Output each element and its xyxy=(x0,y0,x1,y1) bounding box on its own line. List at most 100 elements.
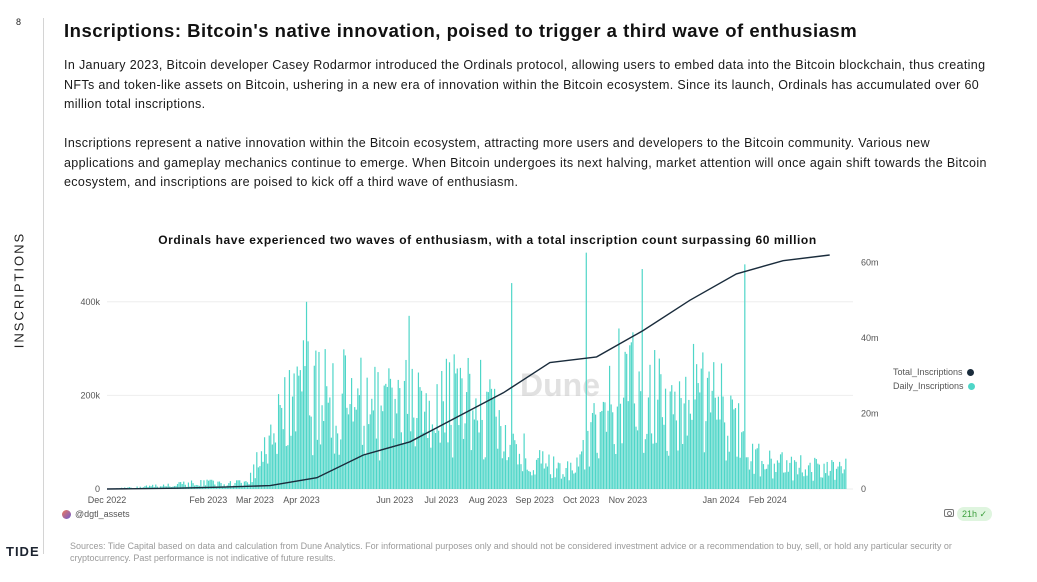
daily-bar xyxy=(374,366,376,489)
daily-bar xyxy=(263,437,266,489)
daily-bar xyxy=(265,454,267,489)
daily-bar xyxy=(686,435,688,489)
daily-bar xyxy=(490,388,493,489)
daily-bar xyxy=(288,370,291,489)
daily-bar xyxy=(302,340,305,489)
daily-bar xyxy=(281,407,283,489)
daily-bar xyxy=(652,443,654,489)
left-tick-label: 200k xyxy=(80,390,100,400)
daily-bar xyxy=(622,397,625,489)
daily-bar xyxy=(500,426,502,489)
attribution[interactable]: @dgtl_assets xyxy=(62,509,130,519)
daily-bar xyxy=(411,368,413,489)
daily-bar xyxy=(795,461,797,489)
daily-bar xyxy=(845,458,847,489)
daily-bar xyxy=(563,476,566,489)
daily-bar xyxy=(825,473,827,489)
daily-bar xyxy=(400,432,402,489)
daily-bar xyxy=(525,458,527,489)
daily-bar xyxy=(577,466,580,489)
daily-bar xyxy=(444,432,446,489)
right-tick-label: 0 xyxy=(861,484,866,494)
daily-bar xyxy=(644,439,646,489)
daily-bar xyxy=(326,386,328,489)
daily-bar xyxy=(593,403,595,489)
daily-bar xyxy=(419,387,421,489)
daily-bar xyxy=(532,470,535,489)
daily-bar xyxy=(626,353,628,489)
daily-bar xyxy=(730,395,732,489)
legend-dot-daily xyxy=(967,382,975,390)
daily-bar xyxy=(330,437,332,489)
daily-bar xyxy=(512,433,514,489)
daily-bar xyxy=(820,477,822,489)
x-tick-label: Jan 2024 xyxy=(703,495,740,505)
daily-bar xyxy=(758,443,760,489)
daily-bar xyxy=(351,378,353,489)
daily-bar xyxy=(413,417,415,489)
daily-bar xyxy=(696,364,698,489)
daily-bar xyxy=(375,438,378,489)
daily-bar xyxy=(573,473,575,489)
daily-bar xyxy=(175,485,177,489)
daily-bar xyxy=(604,402,606,489)
intro-paragraph: In January 2023, Bitcoin developer Casey… xyxy=(64,58,986,111)
daily-bar xyxy=(144,486,146,489)
daily-bar xyxy=(253,464,255,489)
daily-bar xyxy=(560,478,563,489)
daily-bar xyxy=(551,477,553,489)
daily-bar xyxy=(377,372,379,489)
daily-bar xyxy=(697,383,699,489)
daily-bar xyxy=(461,378,463,489)
daily-bar xyxy=(534,474,536,489)
daily-bar xyxy=(242,486,244,489)
daily-bar xyxy=(493,388,496,489)
daily-bar xyxy=(703,452,705,489)
daily-bar xyxy=(150,486,152,489)
legend-label-total: Total_Inscriptions xyxy=(893,367,963,377)
left-axis: 0 200k 400k xyxy=(80,297,100,494)
daily-bar xyxy=(310,416,312,489)
daily-bar xyxy=(392,438,395,489)
daily-bar xyxy=(635,426,637,489)
daily-bar xyxy=(428,400,430,489)
daily-bar xyxy=(442,401,444,489)
daily-bar xyxy=(492,398,494,489)
daily-bar xyxy=(319,444,322,489)
daily-bar xyxy=(706,377,709,489)
daily-bar xyxy=(254,478,256,489)
daily-bar xyxy=(480,359,482,489)
daily-bar xyxy=(234,483,236,489)
daily-bar xyxy=(273,433,275,489)
right-tick-label: 60m xyxy=(861,258,879,268)
daily-bar xyxy=(473,419,475,489)
camera-icon[interactable] xyxy=(944,509,954,517)
daily-bar xyxy=(565,468,567,489)
daily-bar xyxy=(378,460,381,489)
daily-bar xyxy=(753,473,755,489)
daily-bar xyxy=(447,442,449,489)
daily-bar xyxy=(340,439,342,489)
source-footnote: Sources: Tide Capital based on data and … xyxy=(70,541,952,563)
daily-bar xyxy=(431,424,434,489)
daily-bar xyxy=(601,410,603,489)
daily-bar xyxy=(361,444,364,489)
daily-bar xyxy=(352,421,354,489)
daily-bar xyxy=(797,474,799,489)
daily-bar xyxy=(605,431,608,489)
daily-bar xyxy=(434,433,437,489)
daily-bar xyxy=(660,374,662,489)
daily-bar xyxy=(285,446,287,489)
daily-bar xyxy=(509,444,511,489)
age-badge-text: 21h xyxy=(962,509,978,519)
legend-item-total: Total_Inscriptions xyxy=(893,365,975,379)
daily-bar xyxy=(722,396,724,489)
daily-bar xyxy=(410,431,412,489)
dune-watermark: Dune xyxy=(520,367,600,403)
daily-bar xyxy=(661,417,664,489)
daily-bar xyxy=(190,480,193,489)
daily-bar xyxy=(537,458,539,489)
daily-bar xyxy=(831,460,833,489)
daily-bar xyxy=(327,402,329,489)
